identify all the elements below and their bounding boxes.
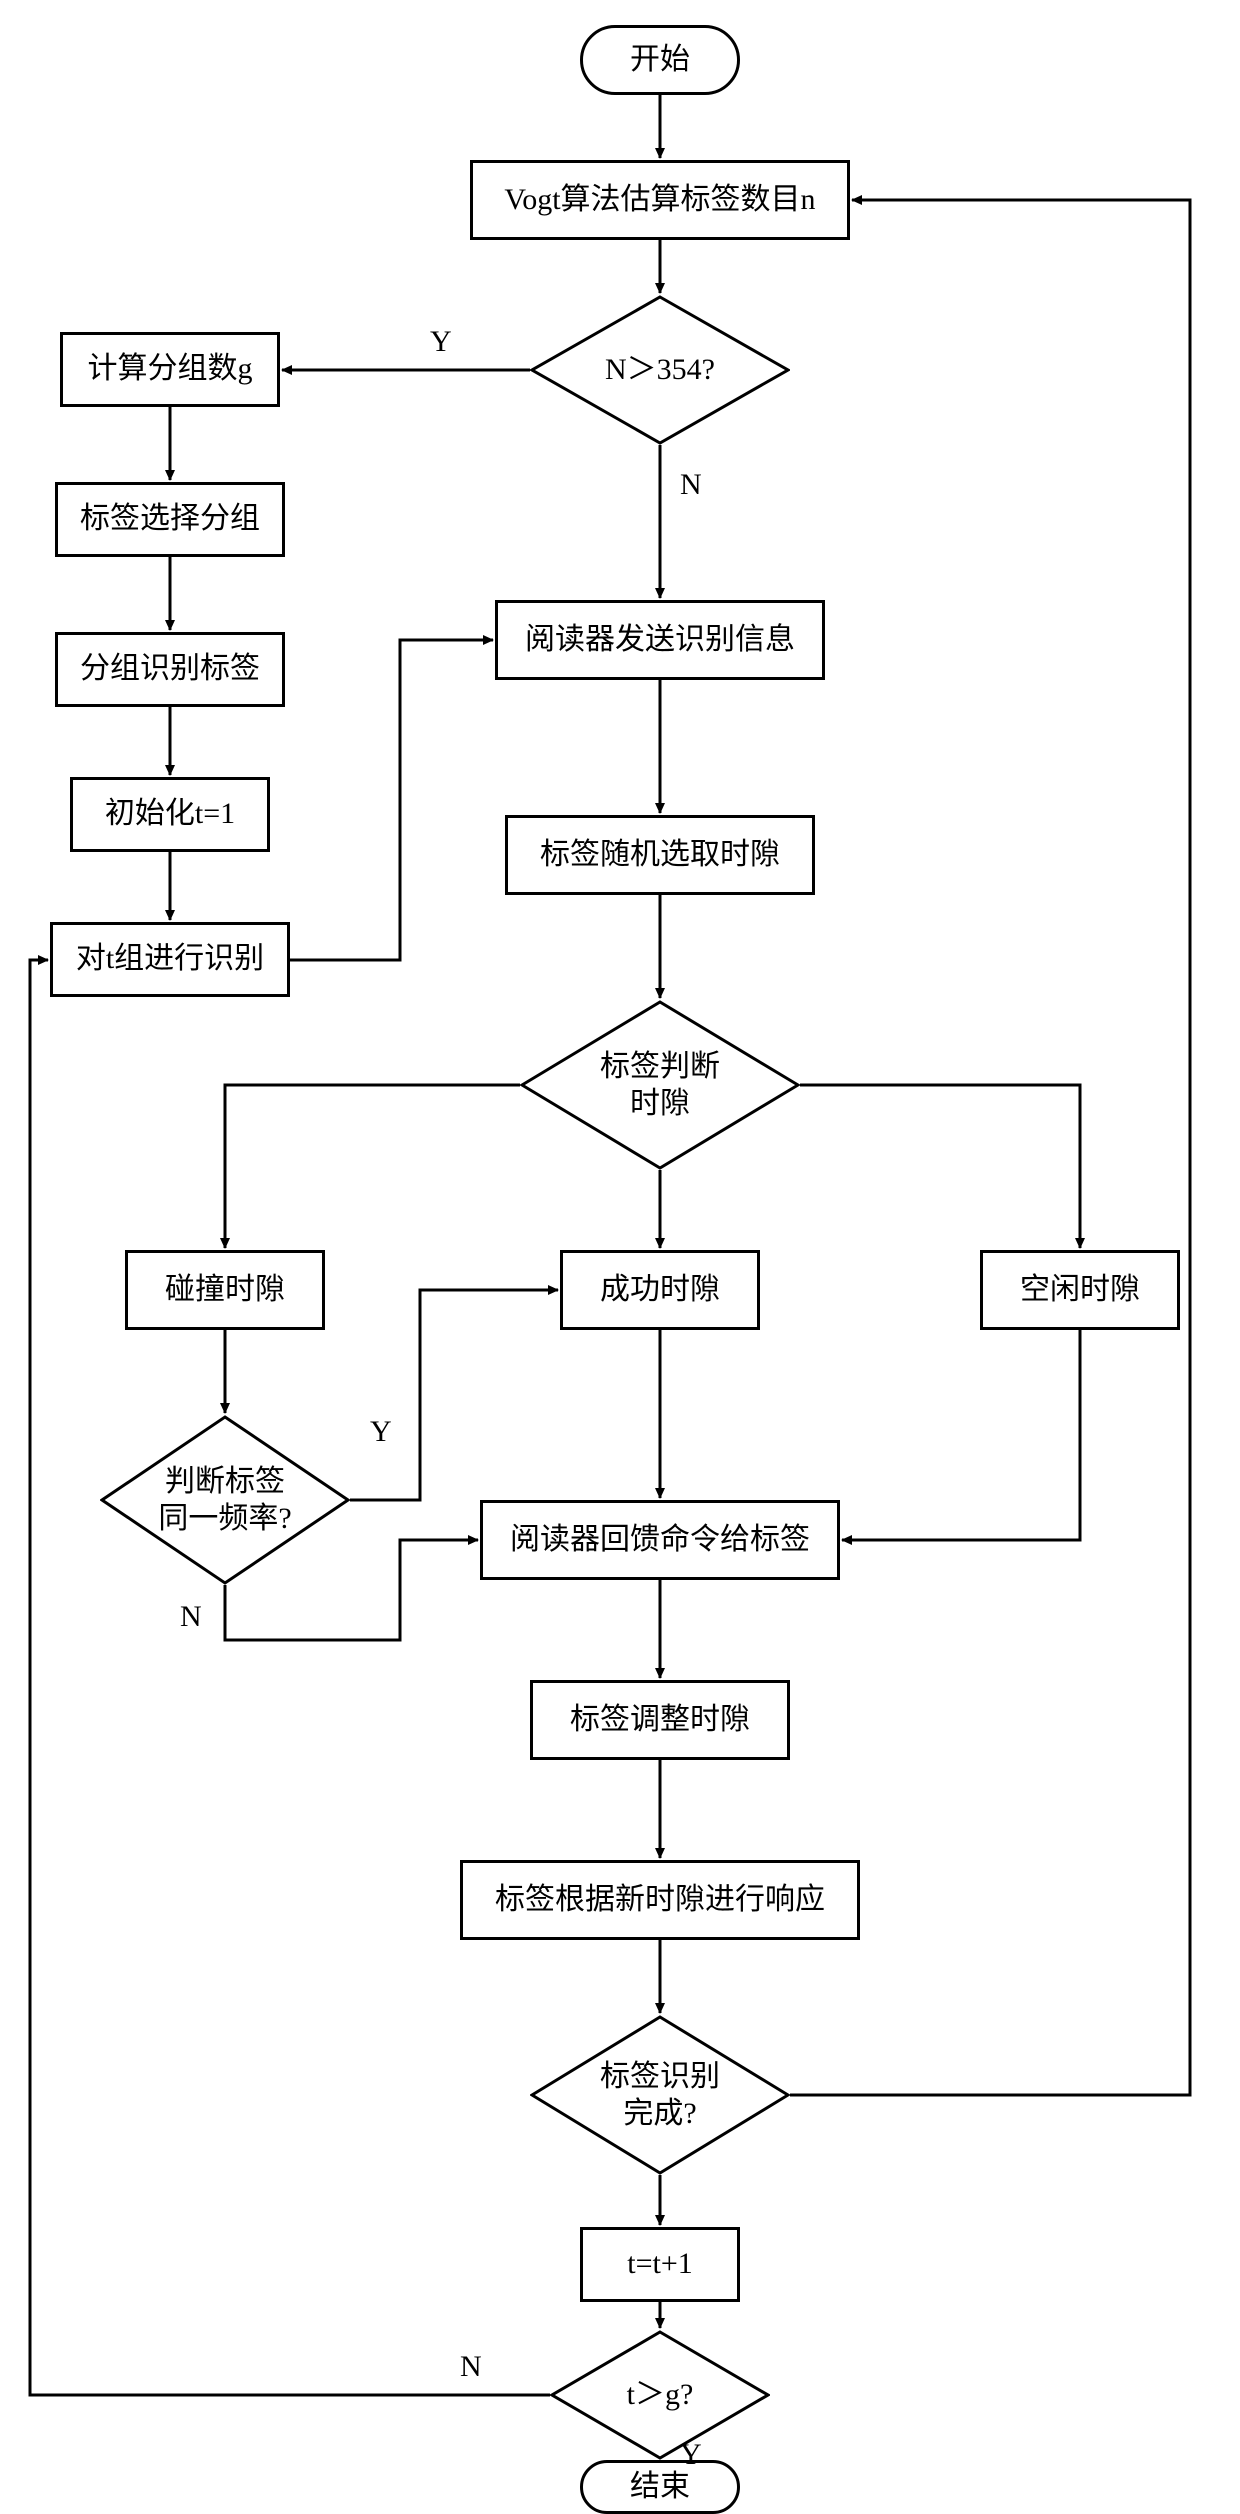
node-collide: 碰撞时隙 [125,1250,325,1330]
node-tag-rand: 标签随机选取时隙 [505,815,815,895]
node-inc-t: t=t+1 [580,2227,740,2302]
node-adjust: 标签调整时隙 [530,1680,790,1760]
node-end: 结束 [580,2460,740,2514]
decision-done: 标签识别 完成? [530,2015,790,2175]
label-n354-y: Y [430,325,452,359]
node-success: 成功时隙 [560,1250,760,1330]
decision-freq: 判断标签 同一频率? [100,1415,350,1585]
node-grp-id: 分组识别标签 [55,632,285,707]
node-calc-g: 计算分组数g [60,332,280,407]
node-respond: 标签根据新时隙进行响应 [460,1860,860,1940]
label-freq-n: N [180,1600,202,1634]
decision-tg: t＞g? [550,2330,770,2460]
node-sel-grp: 标签选择分组 [55,482,285,557]
node-idle: 空闲时隙 [980,1250,1180,1330]
node-feedback: 阅读器回馈命令给标签 [480,1500,840,1580]
node-reader-send: 阅读器发送识别信息 [495,600,825,680]
decision-slot: 标签判断 时隙 [520,1000,800,1170]
node-start: 开始 [580,25,740,95]
node-vogt: Vogt算法估算标签数目n [470,160,850,240]
node-init-t: 初始化t=1 [70,777,270,852]
node-id-t: 对t组进行识别 [50,922,290,997]
decision-n354: N＞354? [530,295,790,445]
label-freq-y: Y [370,1415,392,1449]
label-n354-n: N [680,468,702,502]
label-tg-n: N [460,2350,482,2384]
label-done-y: Y [680,2438,702,2472]
